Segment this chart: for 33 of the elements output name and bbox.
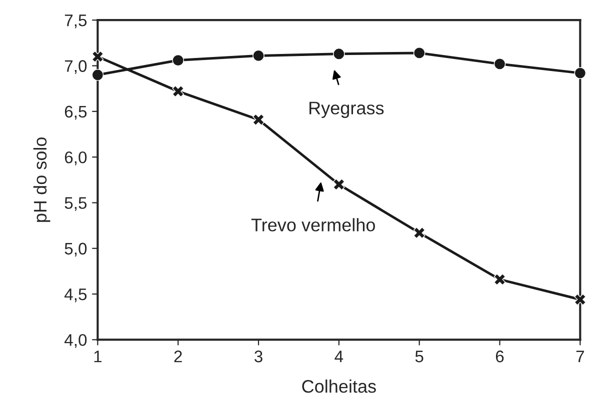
point: [252, 50, 264, 62]
point: [333, 48, 345, 60]
x-tick-label: 6: [496, 350, 504, 362]
point: [92, 68, 104, 81]
point: [494, 58, 506, 70]
y-tick-label: 6,5: [64, 106, 87, 120]
point: [413, 226, 426, 239]
annotation: Ryegrass: [310, 102, 384, 118]
x-tick-label: 3: [254, 350, 262, 362]
y-tick-label: 4,5: [64, 288, 87, 302]
y-tick-label: 7,5: [64, 14, 87, 28]
annotation: Trevo vermelho: [251, 218, 375, 232]
point: [172, 54, 184, 66]
point: [252, 114, 264, 126]
y-tick-label: 6,0: [64, 151, 87, 166]
point: [333, 178, 345, 190]
x-axis-title: Colheitas: [302, 380, 376, 393]
y-axis-title: pH do solo: [33, 137, 50, 222]
x-tick-label: 7: [576, 350, 584, 362]
point: [92, 50, 104, 63]
y-tick-label: 5,0: [64, 242, 87, 257]
point: [494, 274, 506, 286]
point: [413, 47, 426, 59]
y-tick-label: 5,5: [64, 197, 87, 211]
x-tick-label: 5: [415, 350, 424, 362]
point: [574, 67, 586, 79]
y-tick-label: 7,0: [64, 60, 87, 74]
x-tick-label: 1: [94, 350, 102, 362]
point: [172, 85, 184, 98]
x-tick-label: 4: [334, 350, 344, 362]
y-tick-label: 4,0: [64, 334, 87, 348]
x-tick-label: 2: [174, 350, 182, 362]
point: [574, 294, 586, 306]
